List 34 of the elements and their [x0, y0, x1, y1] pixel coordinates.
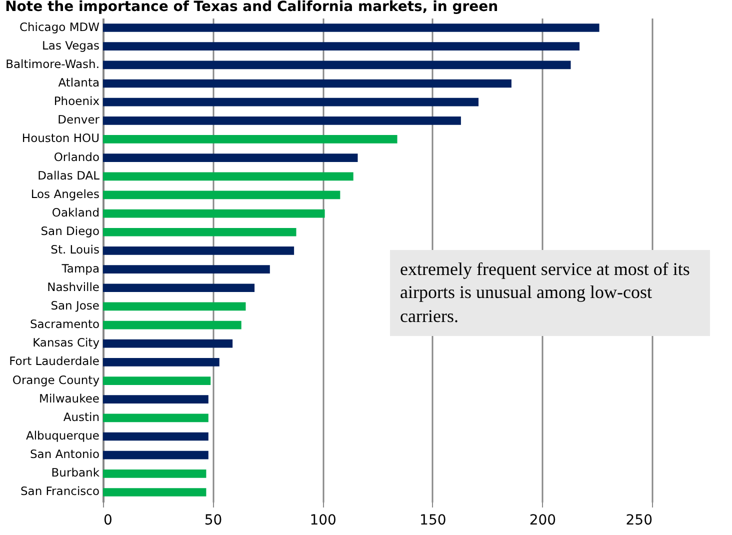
y-tick-label: Dallas DAL — [38, 168, 100, 182]
x-tick-label: 250 — [626, 512, 652, 528]
y-tick-label: Oakland — [52, 206, 100, 220]
y-tick-label: Las Vegas — [42, 38, 100, 52]
annotation: extremely frequent service at most of its airports is unusual among low-cost carriers. — [390, 250, 710, 336]
y-tick-label: Milwaukee — [39, 391, 100, 406]
x-tick-label: 100 — [310, 512, 336, 528]
y-tick-label: Phoenix — [54, 94, 100, 108]
y-tick-label: Tampa — [60, 261, 100, 276]
y-tick-label: Orange County — [12, 372, 100, 387]
y-tick-label: Nashville — [47, 280, 100, 294]
y-tick-label: Austin — [63, 410, 100, 424]
y-tick-label: Baltimore-Wash. — [6, 56, 100, 71]
y-tick-label: Sacramento — [30, 317, 100, 332]
x-tick-label: 150 — [420, 512, 446, 528]
y-tick-label: San Jose — [50, 298, 100, 312]
x-tick-label: 200 — [529, 512, 556, 528]
y-tick-label: Chicago MDW — [19, 20, 100, 34]
y-tick-label: Denver — [58, 112, 100, 127]
x-tick-label: 50 — [204, 512, 222, 528]
y-tick-label: Atlanta — [58, 75, 100, 90]
y-tick-label: San Francisco — [20, 484, 100, 498]
chart-title: Note the importance of Texas and California markets, in green — [5, 0, 498, 15]
y-tick-label: Albuquerque — [26, 428, 100, 443]
y-tick-label: San Diego — [40, 224, 100, 238]
y-tick-label: Los Angeles — [30, 186, 100, 201]
y-tick-label: St. Louis — [50, 242, 100, 257]
y-tick-label: Fort Lauderdale — [9, 354, 100, 368]
y-tick-label: San Antonio — [30, 447, 100, 462]
y-tick-label: Burbank — [51, 466, 100, 480]
y-tick-label: Kansas City — [32, 336, 100, 350]
y-tick-label: Houston HOU — [22, 131, 100, 146]
x-tick-label: 0 — [104, 512, 112, 528]
y-tick-label: Orlando — [54, 150, 100, 164]
